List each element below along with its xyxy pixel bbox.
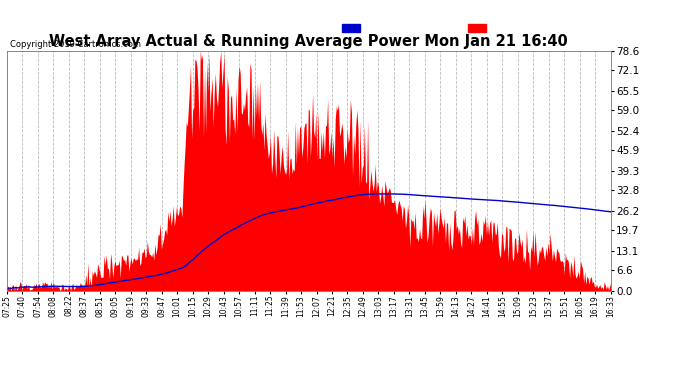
Title: West Array Actual & Running Average Power Mon Jan 21 16:40: West Array Actual & Running Average Powe… <box>50 34 568 50</box>
Text: Copyright 2019 Cartronics.com: Copyright 2019 Cartronics.com <box>10 40 141 49</box>
Legend: Average  (DC Watts), West Array  (DC Watts): Average (DC Watts), West Array (DC Watts… <box>342 24 606 33</box>
